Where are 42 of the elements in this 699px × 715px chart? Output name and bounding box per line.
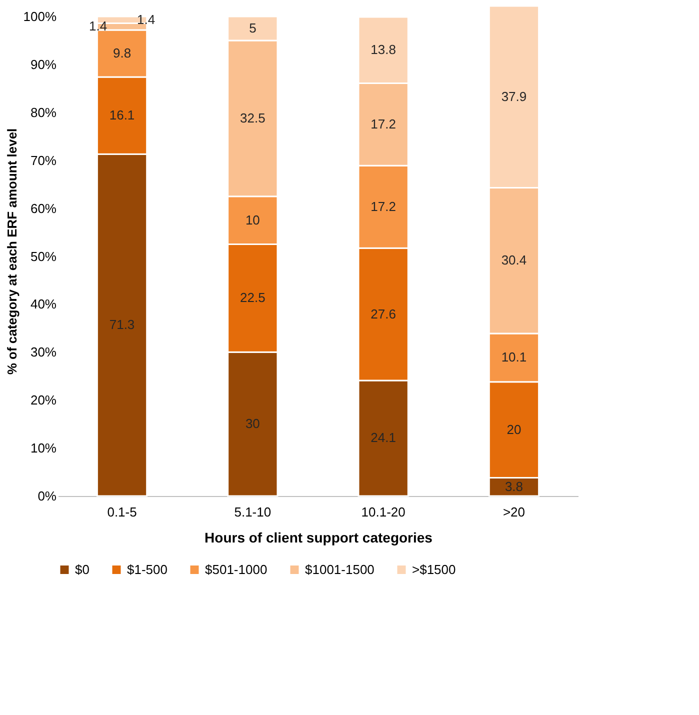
y-tick-label: 20% bbox=[30, 392, 57, 408]
x-tick-label: 0.1-5 bbox=[107, 504, 137, 520]
y-tick-label: 10% bbox=[30, 440, 57, 456]
data-label: 22.5 bbox=[240, 290, 266, 306]
y-tick-label: 40% bbox=[30, 296, 57, 312]
data-label: 10.1 bbox=[501, 350, 527, 365]
x-axis-title: Hours of client support categories bbox=[204, 530, 433, 546]
data-label: 13.8 bbox=[370, 42, 396, 58]
y-tick-label: 90% bbox=[30, 56, 57, 72]
y-axis-title: % of category at each ERF amount level bbox=[4, 128, 20, 375]
data-label: 30 bbox=[245, 416, 260, 432]
y-tick-label: 60% bbox=[30, 200, 57, 216]
data-label: 17.2 bbox=[370, 198, 396, 214]
y-tick-label: 80% bbox=[30, 104, 57, 120]
legend-label: $501-1000 bbox=[205, 562, 268, 577]
data-label: 10 bbox=[245, 212, 260, 228]
data-label: 27.6 bbox=[370, 306, 396, 322]
data-label: 17.2 bbox=[370, 116, 396, 132]
data-label: 9.8 bbox=[112, 45, 132, 60]
y-tick-label: 70% bbox=[30, 152, 57, 168]
data-label: 71.3 bbox=[109, 317, 135, 332]
legend-label: $0 bbox=[75, 562, 90, 577]
data-label: 3.8 bbox=[504, 478, 524, 494]
data-label: 1.4 bbox=[88, 18, 108, 34]
data-label: 30.4 bbox=[501, 252, 527, 268]
x-tick-label: >20 bbox=[502, 504, 526, 520]
x-tick-label: 5.1-10 bbox=[234, 504, 272, 520]
legend-label: >$1500 bbox=[412, 562, 456, 577]
data-label: 16.1 bbox=[109, 108, 135, 123]
y-tick-label: 100% bbox=[23, 9, 57, 24]
data-label: 5 bbox=[249, 20, 256, 36]
y-tick-label: 50% bbox=[30, 248, 57, 264]
data-label: 1.4 bbox=[136, 12, 156, 27]
x-tick-label: 10.1-20 bbox=[361, 504, 406, 520]
y-tick-label: 30% bbox=[30, 344, 57, 360]
data-label: 32.5 bbox=[240, 110, 266, 126]
legend-label: $1001-1500 bbox=[305, 562, 374, 577]
data-label: 37.9 bbox=[501, 88, 527, 104]
data-label: 24.1 bbox=[370, 430, 396, 446]
legend-label: $1-500 bbox=[127, 562, 168, 577]
data-label: 20 bbox=[506, 422, 522, 437]
y-tick-label: 0% bbox=[38, 488, 57, 504]
